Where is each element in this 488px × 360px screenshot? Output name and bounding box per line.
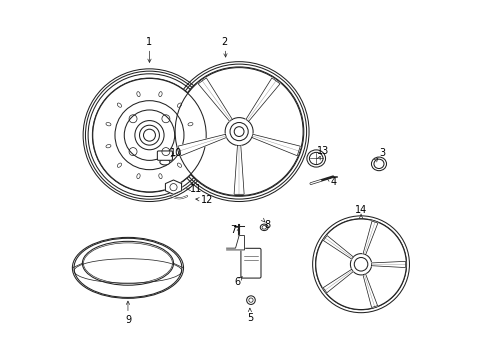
- Text: 13: 13: [316, 146, 328, 156]
- Polygon shape: [198, 78, 232, 121]
- Text: 9: 9: [124, 315, 131, 325]
- Text: 4: 4: [330, 177, 336, 187]
- Polygon shape: [226, 235, 244, 250]
- Text: 6: 6: [234, 277, 240, 287]
- FancyBboxPatch shape: [241, 248, 261, 278]
- Polygon shape: [178, 134, 226, 156]
- Polygon shape: [245, 78, 280, 121]
- Polygon shape: [165, 180, 181, 194]
- Text: 5: 5: [246, 313, 252, 323]
- Polygon shape: [323, 235, 353, 259]
- Text: 2: 2: [221, 37, 227, 47]
- Circle shape: [175, 68, 303, 195]
- Polygon shape: [251, 134, 300, 156]
- Text: 11: 11: [189, 184, 202, 194]
- Polygon shape: [323, 269, 352, 293]
- Text: 12: 12: [200, 195, 213, 205]
- Polygon shape: [371, 261, 405, 267]
- Text: 14: 14: [354, 206, 366, 216]
- Text: 7: 7: [230, 225, 236, 235]
- Text: 1: 1: [146, 37, 152, 47]
- Circle shape: [93, 78, 206, 192]
- Circle shape: [315, 219, 406, 310]
- Text: 3: 3: [379, 148, 385, 158]
- FancyBboxPatch shape: [157, 151, 172, 160]
- Text: 10: 10: [170, 148, 182, 158]
- Polygon shape: [362, 221, 377, 255]
- Polygon shape: [362, 274, 377, 307]
- Ellipse shape: [160, 159, 169, 165]
- Text: 8: 8: [264, 220, 270, 230]
- Polygon shape: [234, 145, 244, 194]
